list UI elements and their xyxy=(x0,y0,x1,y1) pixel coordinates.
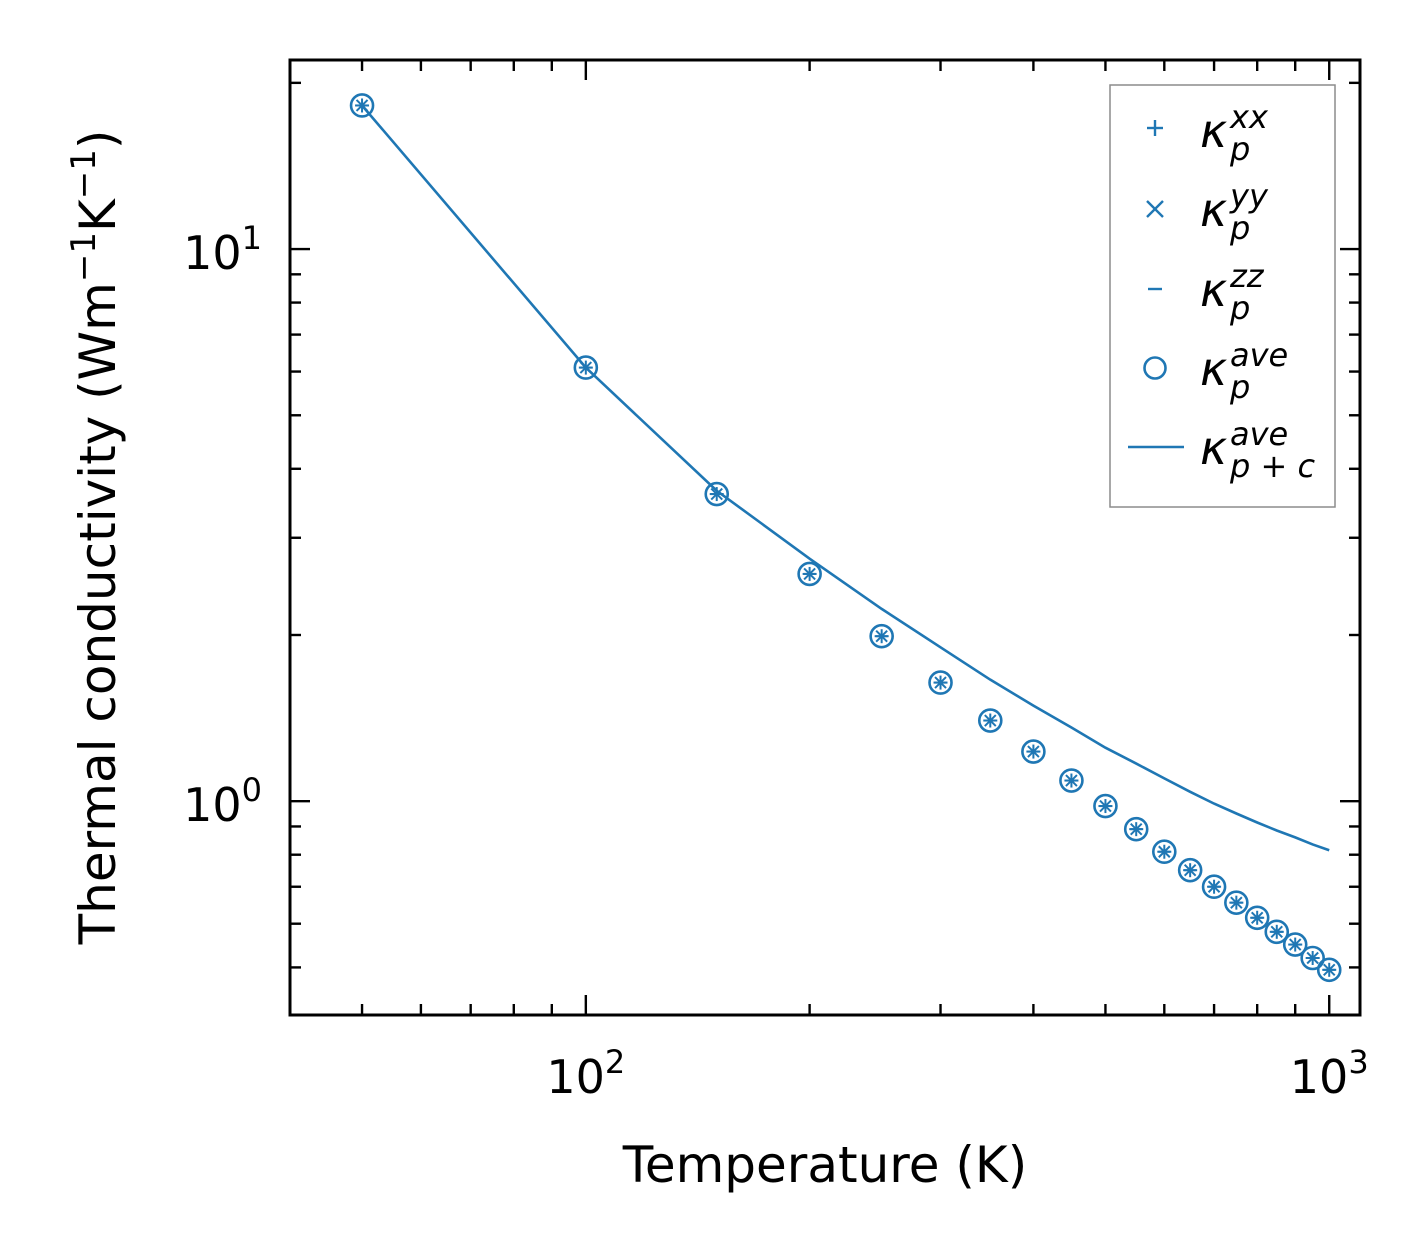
point-kappa_p_ave-200 xyxy=(797,561,822,587)
point-kappa_p_ave-700 xyxy=(1201,874,1227,900)
y-axis-label: Thermal conductivity (Wm−1K−1) xyxy=(64,130,127,946)
y-tick-label-1: 100 xyxy=(183,771,262,832)
legend-label-kappa-xx: κxx p xyxy=(1200,98,1269,168)
point-kappa_p_ave-300 xyxy=(928,670,953,695)
legend-box xyxy=(1109,84,1336,508)
point-kappa_p_ave-800 xyxy=(1244,905,1270,931)
point-kappa_p_ave-350 xyxy=(977,708,1003,733)
series-kappa_p_ave xyxy=(349,93,1342,983)
point-kappa_p_ave-950 xyxy=(1300,945,1325,971)
point-kappa_p_ave-1000 xyxy=(1316,957,1342,983)
x-tick-label-100: 102 xyxy=(546,1043,625,1104)
series-kappa_p_plus_c_ave xyxy=(361,104,1330,852)
legend-label-kappa-zz: κzz p xyxy=(1200,257,1265,327)
y-tick-label-10: 101 xyxy=(183,219,262,280)
x-axis-label: Temperature (K) xyxy=(622,1136,1027,1194)
point-kappa_p_ave-850 xyxy=(1264,919,1290,945)
legend-label-kappa-yy: κyy p xyxy=(1200,177,1269,247)
point-kappa_p_ave-150 xyxy=(704,481,730,507)
legend-marker-x xyxy=(1146,200,1164,218)
point-kappa_p_ave-500 xyxy=(1093,793,1118,819)
legend-label-kappa-ave: κave p xyxy=(1200,336,1288,406)
point-kappa_p_ave-900 xyxy=(1282,932,1308,957)
point-kappa_p_ave-750 xyxy=(1224,890,1249,915)
point-kappa_p_ave-100 xyxy=(573,355,599,380)
legend: κxx p κyy p κzz p κave p κave p + c xyxy=(1109,84,1336,508)
point-kappa_p_ave-600 xyxy=(1152,839,1177,865)
axis-ticks xyxy=(288,60,1360,1015)
x-tick-label-1000: 103 xyxy=(1290,1043,1369,1104)
plot-frame xyxy=(288,58,1362,1017)
point-kappa_p_ave-550 xyxy=(1123,816,1149,842)
series-line-kappa_p_plus_c_ave xyxy=(361,104,1330,852)
legend-label-kappa-p-plus-c-ave: κave p + c xyxy=(1200,415,1315,485)
point-kappa_p_ave-400 xyxy=(1021,739,1046,764)
legend-marker-plus xyxy=(1147,120,1163,136)
data-layer xyxy=(349,93,1342,983)
legend-marker-circle xyxy=(1143,356,1167,380)
point-kappa_p_ave-650 xyxy=(1177,857,1203,883)
point-kappa_p_ave-250 xyxy=(869,623,894,649)
point-kappa_p_ave-450 xyxy=(1059,768,1084,793)
point-kappa_p_ave-50 xyxy=(349,93,375,118)
